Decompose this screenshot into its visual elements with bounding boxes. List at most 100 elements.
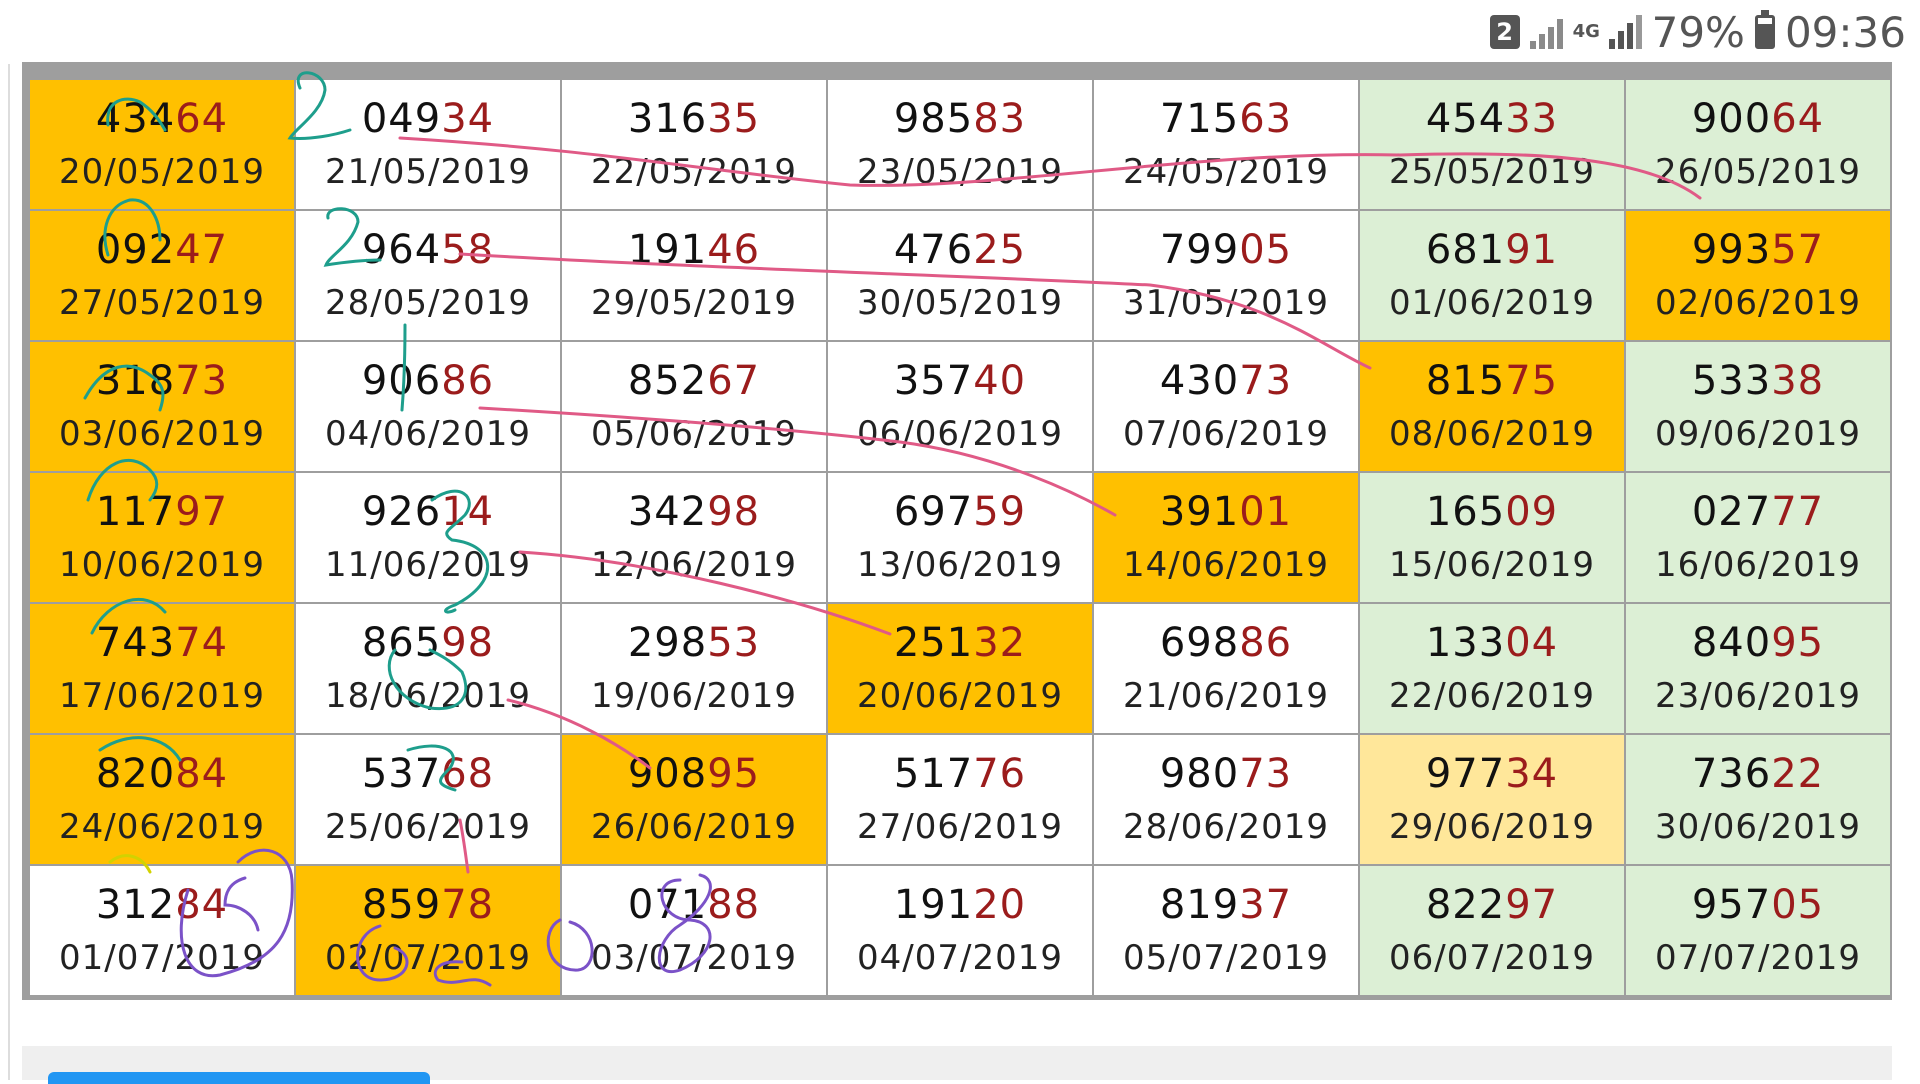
result-number: 90895 <box>628 750 760 798</box>
result-suffix: 73 <box>1239 750 1293 797</box>
result-suffix: 73 <box>175 357 229 404</box>
result-prefix: 820 <box>95 750 176 797</box>
result-date: 21/05/2019 <box>325 151 531 192</box>
result-suffix: 97 <box>175 488 229 535</box>
result-suffix: 14 <box>441 488 495 535</box>
result-suffix: 05 <box>1771 881 1825 928</box>
result-date: 16/06/2019 <box>1655 544 1861 585</box>
result-number: 25132 <box>894 619 1026 667</box>
battery-icon <box>1754 10 1775 49</box>
table-cell: 82084 24/06/2019 <box>30 735 294 864</box>
result-number: 31635 <box>628 95 760 143</box>
result-date: 11/06/2019 <box>325 544 531 585</box>
result-suffix: 68 <box>441 750 495 797</box>
result-date: 07/06/2019 <box>1123 413 1329 454</box>
result-suffix: 78 <box>441 881 495 928</box>
result-number: 73622 <box>1692 750 1824 798</box>
result-date: 27/06/2019 <box>857 806 1063 847</box>
result-prefix: 117 <box>95 488 176 535</box>
result-suffix: 77 <box>1771 488 1825 535</box>
result-number: 43464 <box>96 95 228 143</box>
result-prefix: 434 <box>95 95 176 142</box>
result-number: 85267 <box>628 357 760 405</box>
table-cell: 95705 07/07/2019 <box>1626 866 1890 995</box>
result-prefix: 517 <box>893 750 974 797</box>
result-number: 74374 <box>96 619 228 667</box>
result-suffix: 83 <box>973 95 1027 142</box>
result-suffix: 91 <box>1505 226 1559 273</box>
result-number: 53338 <box>1692 357 1824 405</box>
table-cell: 19146 29/05/2019 <box>562 211 826 340</box>
result-date: 02/06/2019 <box>1655 282 1861 323</box>
result-prefix: 049 <box>361 95 442 142</box>
result-prefix: 027 <box>1691 488 1772 535</box>
result-date: 30/05/2019 <box>857 282 1063 323</box>
result-number: 69886 <box>1160 619 1292 667</box>
table-cell: 90686 04/06/2019 <box>296 342 560 471</box>
result-date: 21/06/2019 <box>1123 675 1329 716</box>
result-prefix: 697 <box>893 488 974 535</box>
result-prefix: 840 <box>1691 619 1772 666</box>
result-date: 23/05/2019 <box>857 151 1063 192</box>
result-date: 07/07/2019 <box>1655 937 1861 978</box>
table-cell: 71563 24/05/2019 <box>1094 80 1358 209</box>
result-number: 81575 <box>1426 357 1558 405</box>
table-cell: 09247 27/05/2019 <box>30 211 294 340</box>
result-suffix: 47 <box>175 226 229 273</box>
result-number: 02777 <box>1692 488 1824 536</box>
status-bar: 2 4G 79% 09:36 <box>0 0 1920 64</box>
result-number: 95705 <box>1692 881 1824 929</box>
result-number: 98583 <box>894 95 1026 143</box>
result-number: 34298 <box>628 488 760 536</box>
result-suffix: 95 <box>1771 619 1825 666</box>
result-suffix: 73 <box>1239 357 1293 404</box>
result-prefix: 071 <box>627 881 708 928</box>
result-number: 35740 <box>894 357 1026 405</box>
table-cell: 84095 23/06/2019 <box>1626 604 1890 733</box>
result-number: 99357 <box>1692 226 1824 274</box>
table-cell: 47625 30/05/2019 <box>828 211 1092 340</box>
table-cell: 19120 04/07/2019 <box>828 866 1092 995</box>
result-prefix: 906 <box>361 357 442 404</box>
result-suffix: 58 <box>441 226 495 273</box>
result-suffix: 01 <box>1239 488 1293 535</box>
table-cell: 04934 21/05/2019 <box>296 80 560 209</box>
result-prefix: 926 <box>361 488 442 535</box>
table-cell: 51776 27/06/2019 <box>828 735 1092 864</box>
result-prefix: 815 <box>1425 357 1506 404</box>
result-suffix: 86 <box>1239 619 1293 666</box>
result-suffix: 84 <box>175 881 229 928</box>
result-suffix: 34 <box>441 95 495 142</box>
result-suffix: 09 <box>1505 488 1559 535</box>
result-prefix: 191 <box>893 881 974 928</box>
table-cell: 90895 26/06/2019 <box>562 735 826 864</box>
result-number: 09247 <box>96 226 228 274</box>
result-prefix: 859 <box>361 881 442 928</box>
table-cell: 07188 03/07/2019 <box>562 866 826 995</box>
bottom-action-button[interactable] <box>48 1072 430 1084</box>
table-cell: 98073 28/06/2019 <box>1094 735 1358 864</box>
result-date: 31/05/2019 <box>1123 282 1329 323</box>
result-suffix: 98 <box>707 488 761 535</box>
result-prefix: 980 <box>1159 750 1240 797</box>
table-cell: 81575 08/06/2019 <box>1360 342 1624 471</box>
result-date: 06/07/2019 <box>1389 937 1595 978</box>
result-suffix: 76 <box>973 750 1027 797</box>
result-number: 31873 <box>96 357 228 405</box>
result-suffix: 25 <box>973 226 1027 273</box>
result-date: 05/07/2019 <box>1123 937 1329 978</box>
page-edge <box>8 64 10 1080</box>
result-suffix: 64 <box>175 95 229 142</box>
result-prefix: 957 <box>1691 881 1772 928</box>
result-date: 20/05/2019 <box>59 151 265 192</box>
result-prefix: 533 <box>1691 357 1772 404</box>
result-number: 07188 <box>628 881 760 929</box>
table-cell: 85978 02/07/2019 <box>296 866 560 995</box>
network-type-label: 4G <box>1572 21 1600 42</box>
result-date: 22/06/2019 <box>1389 675 1595 716</box>
result-number: 11797 <box>96 488 228 536</box>
result-number: 79905 <box>1160 226 1292 274</box>
table-cell: 92614 11/06/2019 <box>296 473 560 602</box>
result-suffix: 88 <box>707 881 761 928</box>
result-prefix: 342 <box>627 488 708 535</box>
